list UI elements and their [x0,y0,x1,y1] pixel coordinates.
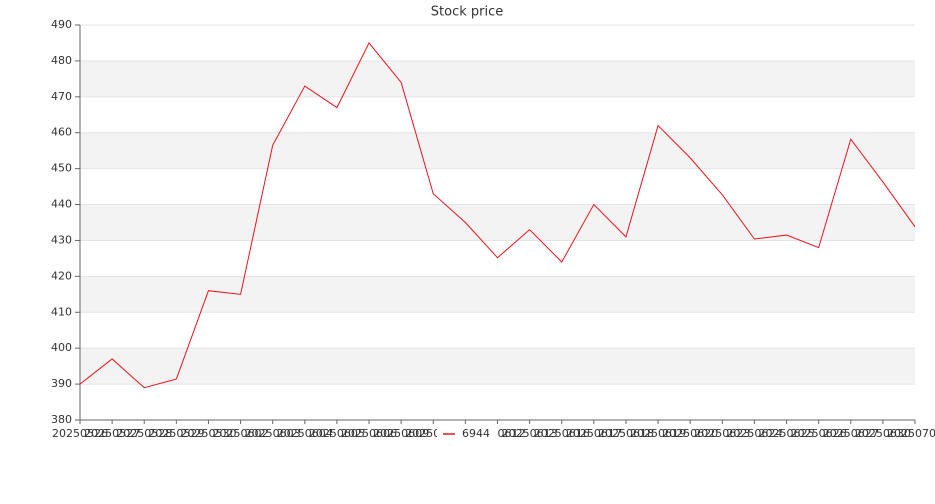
legend: 6944 [437,426,497,442]
x-tick-label: 20250606 [341,427,397,440]
y-tick-label: 470 [51,90,72,103]
y-tick-label: 480 [51,54,72,67]
x-tick-label: 20250624 [726,427,782,440]
x-tick-label: 20250529 [148,427,204,440]
chart-title: Stock price [431,5,503,20]
x-tick-label: 20250609 [373,427,429,440]
y-tick-label: 460 [51,126,72,139]
grid-band [80,276,915,313]
x-tick-label: 20250613 [502,427,558,440]
x-tick-label: 20250620 [662,427,718,440]
legend-bg [437,426,497,442]
y-tick-label: 450 [51,162,72,175]
y-tick-label: 430 [51,233,72,246]
y-tick-label: 490 [51,18,72,31]
line [79,42,916,389]
x-tick-label: 20250623 [694,427,750,440]
y-tick-label: 390 [51,377,72,390]
x-tick-label: 20250602 [213,427,269,440]
x-tick-label: 20250527 [84,427,140,440]
grid-band [80,132,915,169]
legend-label: 6944 [462,427,490,440]
x-tick-label: 20250701 [887,427,935,440]
x-tick-label: 20250530 [180,427,236,440]
x-tick-label: 20250627 [823,427,879,440]
x-tick-label: 20250625 [759,427,815,440]
x-tick-label: 20250617 [566,427,622,440]
x-tick-label: 20250616 [534,427,590,440]
y-tick-label: 400 [51,341,72,354]
grid-band [80,60,915,97]
y-tick-label: 380 [51,413,72,426]
x-tick-label: 20250526 [52,427,108,440]
x-tick-label: 20250618 [598,427,654,440]
x-tick-label: 20250603 [245,427,301,440]
grid-band [80,348,915,385]
x-tick-label: 20250626 [791,427,847,440]
x-tick-label: 20250604 [277,427,333,440]
x-tick-label: 20250619 [630,427,686,440]
x-tick-label: 20250605 [309,427,365,440]
grid-band [80,204,915,241]
x-tick-label: 20250528 [116,427,172,440]
y-tick-label: 420 [51,269,72,282]
y-tick-label: 440 [51,198,72,211]
y-tick-label: 410 [51,305,72,318]
x-tick-label: 20250630 [855,427,911,440]
